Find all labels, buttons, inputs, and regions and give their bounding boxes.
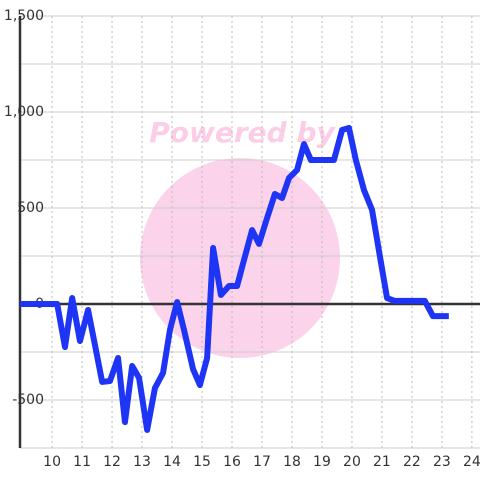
x-tick-label: 23 [433, 454, 451, 470]
x-tick-label: 14 [163, 454, 181, 470]
y-tick-label: 500 [17, 200, 44, 216]
x-tick-label: 15 [193, 454, 211, 470]
x-tick-label: 10 [43, 454, 61, 470]
x-tick-label: 11 [73, 454, 91, 470]
y-tick-label: -500 [12, 392, 44, 408]
x-tick-label: 17 [253, 454, 271, 470]
x-tick-label: 12 [103, 454, 121, 470]
x-tick-label: 22 [403, 454, 421, 470]
x-tick-label: 24 [463, 454, 480, 470]
watermark: Powered by [149, 116, 336, 149]
x-tick-label: 19 [313, 454, 331, 470]
x-tick-label: 18 [283, 454, 301, 470]
x-tick-label: 13 [133, 454, 151, 470]
data-line [20, 124, 449, 433]
x-tick-label: 20 [343, 454, 361, 470]
x-tick-label: 16 [223, 454, 241, 470]
y-tick-label: 1,500 [4, 8, 44, 24]
x-tick-label: 21 [373, 454, 391, 470]
y-tick-label: 1,000 [4, 104, 44, 120]
